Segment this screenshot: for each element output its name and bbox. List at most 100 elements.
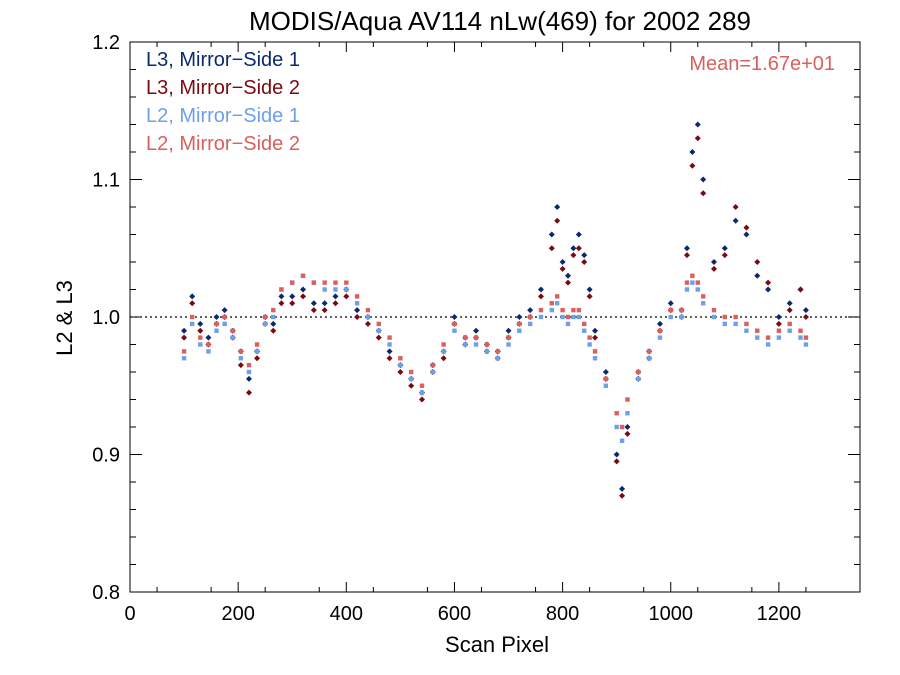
data-point (473, 342, 479, 347)
data-point (451, 314, 458, 320)
data-point (321, 307, 328, 314)
data-point (614, 411, 619, 416)
data-point (754, 259, 761, 265)
data-point (554, 301, 560, 306)
y-tick-label: 1.2 (92, 32, 120, 54)
data-point (548, 231, 555, 238)
data-point (516, 314, 523, 320)
data-point (189, 293, 196, 300)
legend-entry: L2, Mirror−Side 1 (146, 105, 300, 127)
data-point (484, 349, 490, 354)
data-point (803, 342, 809, 347)
data-point (189, 321, 195, 327)
data-point (711, 307, 717, 313)
data-point (332, 293, 339, 300)
data-point (181, 349, 187, 354)
data-point (364, 320, 371, 327)
data-point (755, 335, 760, 340)
data-point (527, 307, 534, 314)
data-point (602, 369, 609, 375)
data-point (214, 321, 219, 327)
data-point (586, 293, 593, 300)
data-point (495, 349, 500, 354)
data-point (290, 280, 295, 285)
data-point (684, 280, 690, 285)
y-tick-label: 1.0 (92, 307, 120, 329)
axis-ticks (129, 41, 860, 593)
data-point (743, 231, 750, 238)
data-point (376, 321, 381, 327)
data-point (206, 349, 211, 354)
data-point (344, 280, 349, 285)
data-point (408, 376, 414, 382)
data-point (517, 321, 522, 327)
data-point (289, 293, 296, 300)
data-point (582, 321, 587, 327)
data-point (254, 349, 260, 354)
data-point (798, 328, 803, 333)
data-point (732, 204, 739, 210)
data-point (473, 327, 480, 334)
data-point (333, 280, 338, 285)
data-point (565, 279, 571, 286)
data-point (198, 335, 203, 340)
data-point (560, 314, 565, 320)
data-point (506, 342, 511, 347)
data-point (721, 245, 728, 252)
data-point (711, 265, 717, 272)
data-point (636, 376, 641, 382)
data-point (279, 287, 284, 292)
data-point (625, 411, 630, 416)
data-point (452, 328, 457, 333)
data-point (300, 293, 307, 300)
data-point (181, 334, 188, 341)
data-point (197, 320, 204, 327)
data-point (473, 335, 479, 340)
chart-title: MODIS/Aqua AV114 nLw(469) for 2002 289 (249, 6, 751, 36)
data-point (463, 342, 468, 347)
data-point (613, 458, 620, 465)
data-point (254, 342, 260, 347)
data-point (603, 383, 609, 388)
axis-tick-labels: 0 200 400 600 800 1000 1200 0.8 0.9 1.0 1.1 1.2 (92, 32, 801, 625)
x-tick-label: 800 (546, 603, 579, 625)
data-point (311, 280, 317, 285)
data-point (733, 314, 738, 320)
x-tick-label: 1000 (648, 603, 693, 625)
data-point (506, 335, 511, 340)
data-point (262, 321, 268, 327)
data-point (657, 328, 663, 333)
data-point (689, 149, 696, 155)
data-point (592, 327, 599, 334)
data-point (205, 334, 212, 341)
data-point (570, 252, 577, 259)
data-point (246, 362, 252, 368)
data-point (744, 321, 749, 327)
data-point (321, 300, 328, 307)
data-point (668, 314, 673, 320)
legend-entry: L3, Mirror−Side 1 (146, 49, 300, 71)
data-point (408, 382, 415, 389)
data-point (619, 485, 626, 492)
data-point (344, 287, 349, 292)
data-point (527, 314, 533, 320)
data-point (754, 272, 761, 279)
data-point (322, 280, 327, 285)
data-point (802, 307, 809, 314)
data-point (517, 328, 522, 333)
x-tick-label: 200 (221, 603, 254, 625)
data-point (765, 286, 772, 293)
data-point (238, 349, 244, 354)
data-point (278, 300, 285, 307)
data-point (354, 301, 360, 306)
data-point (222, 314, 227, 320)
data-point (505, 327, 512, 334)
data-point (683, 245, 690, 252)
data-point (387, 342, 392, 347)
data-point (430, 369, 436, 375)
data-point (571, 307, 576, 313)
data-point (463, 335, 468, 340)
data-point (646, 349, 652, 354)
data-point (700, 176, 707, 183)
